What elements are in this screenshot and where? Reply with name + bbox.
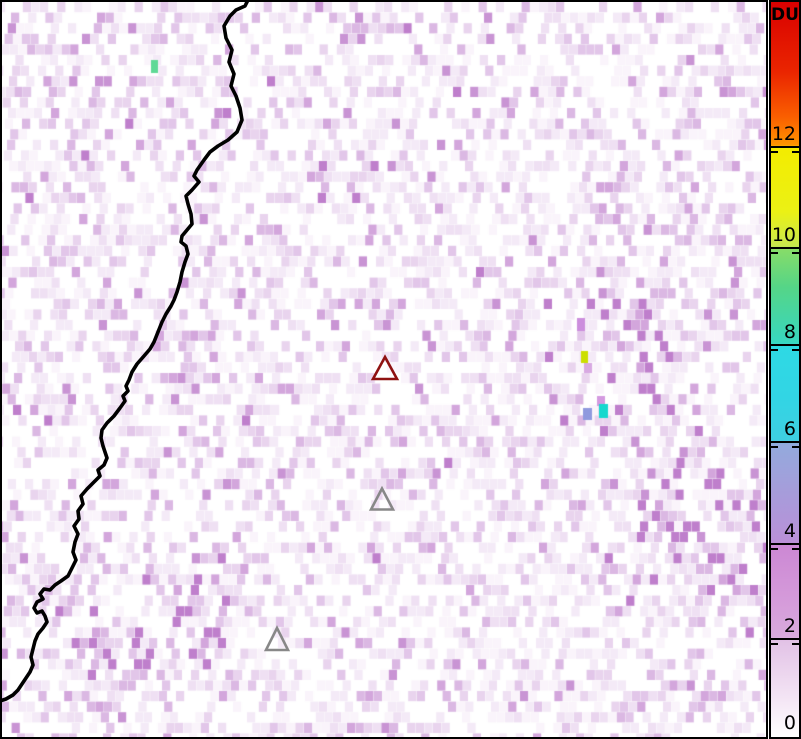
colorbar-tick-label: 8 [783,321,796,343]
station-triangle-gray-1 [368,485,396,511]
colorbar-tick-line [771,247,799,249]
colorbar-tick-line [771,638,799,640]
colorbar-tick-label: 4 [783,520,796,542]
colorbar-tick-mark [771,548,778,550]
colorbar-tick-mark [792,349,799,351]
colorbar-tick-line [771,146,799,148]
colorbar-tick-mark [792,643,799,645]
du-pixel-field [2,2,766,737]
colorbar-tick-mark [792,252,799,254]
colorbar-tick-line [771,344,799,346]
station-triangle-gray-2 [263,625,291,652]
colorbar-tick-mark [771,252,778,254]
colorbar-gradient [771,2,799,737]
colorbar-tick-mark [792,548,799,550]
map-plot-area [0,0,768,739]
colorbar-tick-label: 12 [771,123,796,145]
colorbar-tick-label: 2 [783,615,796,637]
colorbar-tick-line [771,441,799,443]
colorbar-tick-mark [771,446,778,448]
colorbar-tick-mark [792,151,799,153]
coastline [2,2,250,703]
colorbar-tick-label: 10 [771,224,796,246]
colorbar-tick-label: 0 [783,712,796,734]
colorbar-unit-label: DU [771,5,799,25]
colorbar-tick-mark [771,349,778,351]
colorbar: DU 12 10 8 6 4 2 0 [769,0,801,739]
colorbar-tick-line [771,543,799,545]
colorbar-tick-mark [771,643,778,645]
station-triangle-red [370,354,400,381]
station-markers [263,354,400,652]
map-overlay [2,2,400,703]
colorbar-tick-mark [771,151,778,153]
colorbar-tick-mark [792,446,799,448]
colorbar-tick-label: 6 [783,418,796,440]
